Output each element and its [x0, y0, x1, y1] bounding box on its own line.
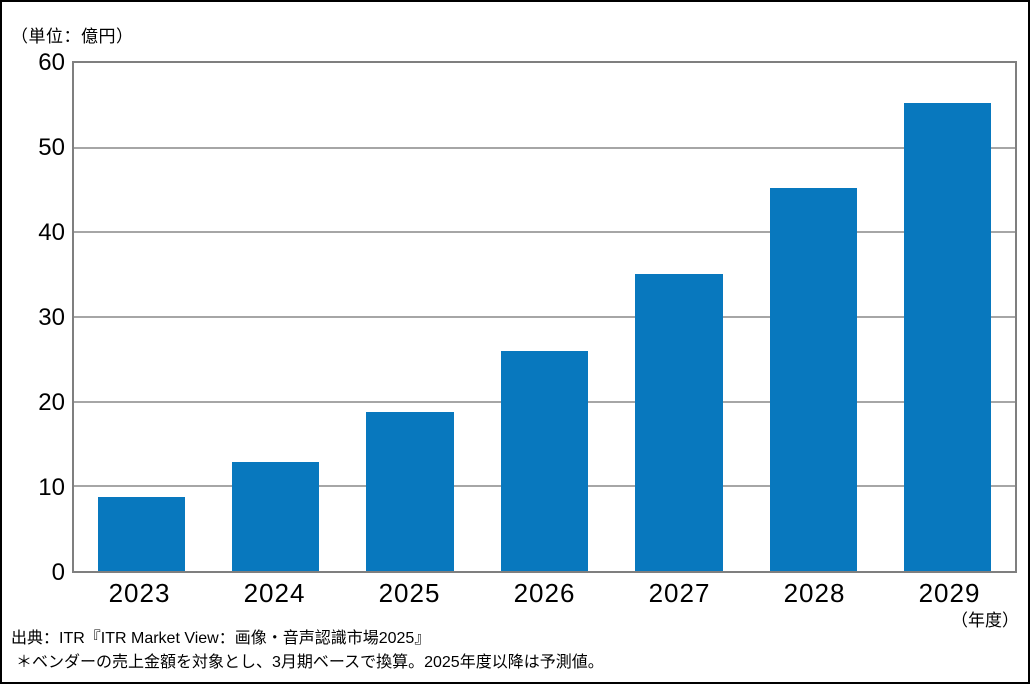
x-tick-label: 2023	[108, 578, 171, 608]
y-axis-labels: 0 10 20 30 40 50 60	[2, 51, 65, 585]
x-axis-unit-label: （年度）	[951, 611, 1019, 630]
bar-2025	[366, 411, 454, 571]
bar-slot	[746, 63, 880, 571]
footnote-line: ＊ベンダーの売上金額を対象とし、3月期ベースで換算。2025年度以降は予測値。	[16, 654, 604, 671]
x-tick-label: 2028	[783, 578, 846, 608]
gridline	[74, 146, 1015, 149]
x-tick-label: 2029	[918, 578, 981, 608]
bars	[74, 63, 1015, 571]
bar-slot	[881, 63, 1015, 571]
bar-slot	[343, 63, 477, 571]
y-axis-unit-label: （単位：億円）	[11, 27, 134, 46]
y-tick-label: 0	[51, 559, 65, 586]
y-tick-label: 20	[38, 389, 65, 416]
bar-2029	[904, 102, 992, 571]
y-tick-label: 40	[38, 219, 65, 246]
x-tick-label: 2027	[648, 578, 711, 608]
x-tick-label: 2025	[378, 578, 441, 608]
y-tick-label: 30	[38, 304, 65, 331]
bar-2023	[97, 497, 185, 571]
source-line: 出典：ITR『ITR Market View：画像・音声認識市場2025』	[11, 630, 431, 647]
x-tick-label: 2026	[513, 578, 576, 608]
bar-slot	[208, 63, 342, 571]
source-block: 出典：ITR『ITR Market View：画像・音声認識市場2025』 ＊ベ…	[11, 627, 604, 675]
plot-area	[72, 61, 1017, 573]
bar-2026	[500, 350, 589, 571]
bar-2024	[231, 461, 320, 571]
gridline	[74, 316, 1015, 318]
y-tick-label: 10	[38, 474, 65, 501]
gridline	[74, 231, 1015, 234]
bar-slot	[74, 63, 208, 571]
bar-2027	[635, 273, 723, 571]
y-tick-label: 60	[38, 49, 65, 76]
x-tick-label: 2024	[243, 578, 306, 608]
y-tick-label: 50	[38, 134, 65, 161]
bar-slot	[612, 63, 746, 571]
x-axis-labels: 2023 2024 2025 2026 2027 2028 2029	[72, 578, 1017, 609]
bar-slot	[477, 63, 611, 571]
bar-2028	[769, 188, 857, 571]
